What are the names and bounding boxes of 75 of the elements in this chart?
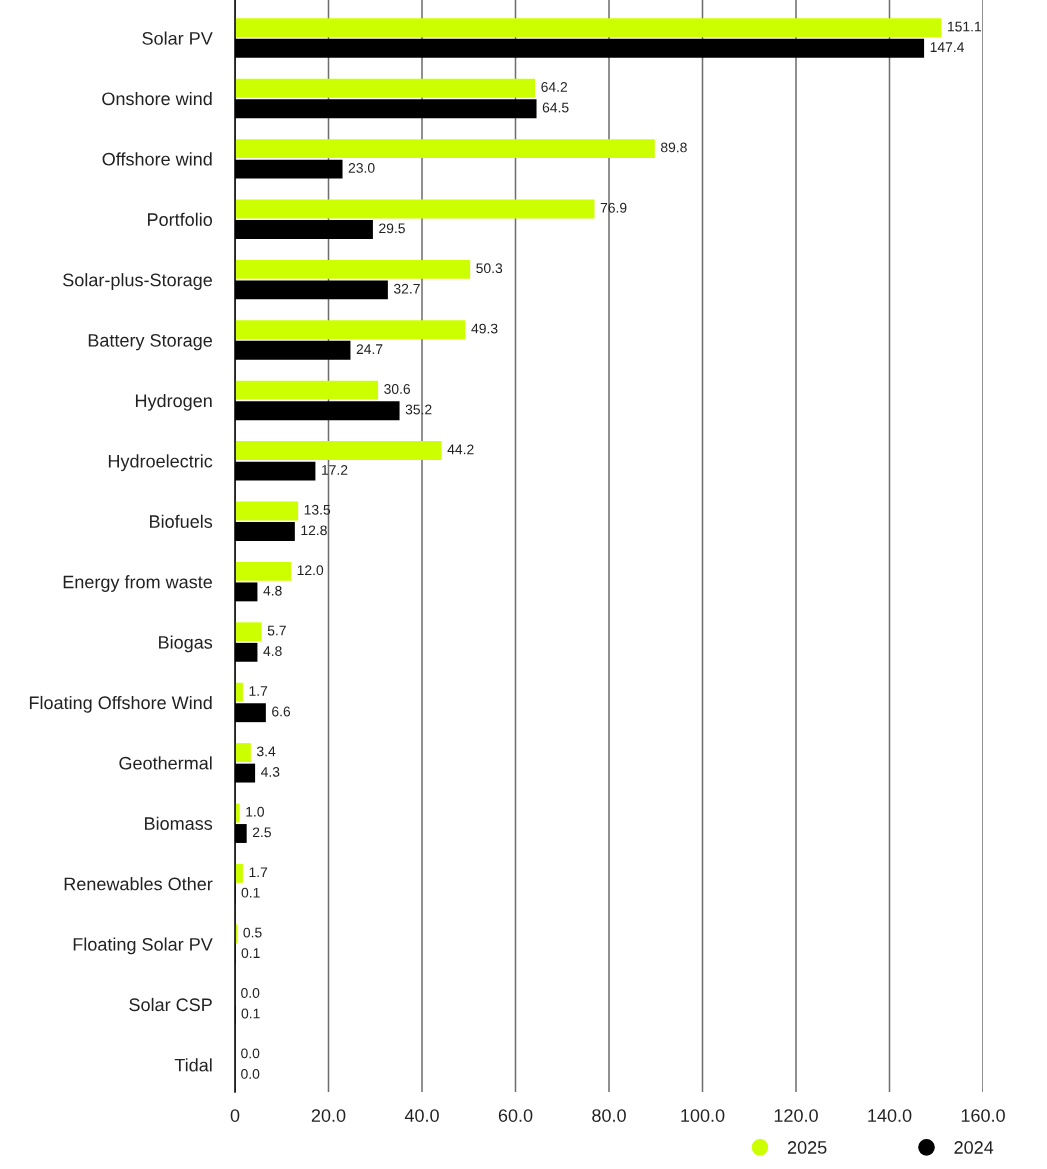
- y-tick-label: Portfolio: [148, 212, 213, 226]
- data-label: 6.6: [272, 706, 291, 717]
- data-label: 12.8: [301, 525, 327, 536]
- data-label: 64.2: [541, 82, 568, 92]
- y-tick-label: Biogas: [159, 635, 213, 653]
- x-tick-label: 140.0: [868, 1109, 912, 1122]
- y-tick-label: Onshore wind: [102, 91, 212, 106]
- x-tick-label: 60.0: [498, 1109, 533, 1122]
- bar: [235, 78, 536, 98]
- data-label: 30.6: [384, 384, 411, 394]
- y-tick-label: Hydrogen: [135, 393, 212, 411]
- data-label: 151.1: [948, 21, 982, 32]
- x-tick-label: 160.0: [961, 1109, 1005, 1122]
- legend-label: 2024: [954, 1141, 994, 1154]
- y-tick-label: Solar PV: [142, 31, 213, 45]
- y-tick-label: Renewables Other: [64, 877, 213, 891]
- data-label: 64.5: [542, 102, 569, 113]
- data-label: 32.7: [393, 283, 420, 294]
- legend-label: 2025: [787, 1141, 827, 1154]
- y-tick-label: Biomass: [145, 816, 213, 830]
- y-tick-label: Solar-plus-Storage: [63, 273, 212, 290]
- data-label: 89.8: [660, 142, 687, 153]
- data-label: 1.7: [249, 867, 268, 877]
- x-tick-label: 0: [230, 1109, 240, 1122]
- data-label: 3.4: [256, 746, 276, 757]
- y-tick-label: Solar CSP: [129, 997, 212, 1012]
- bar: [235, 441, 442, 461]
- data-label: 0.0: [241, 1048, 260, 1059]
- data-label: 1.0: [246, 806, 264, 817]
- y-tick-label: Floating Solar PV: [73, 937, 213, 955]
- data-label: 0.1: [241, 887, 260, 898]
- data-label: 24.7: [356, 344, 383, 354]
- data-label: 12.0: [297, 565, 324, 576]
- bar: [235, 743, 251, 763]
- y-tick-label: Biofuels: [150, 514, 213, 528]
- x-tick-label: 40.0: [404, 1109, 439, 1122]
- data-label: 0.1: [241, 948, 260, 959]
- data-label: 23.0: [348, 163, 375, 173]
- y-tick-label: Offshore wind: [102, 152, 212, 166]
- x-tick-label: 80.0: [592, 1109, 626, 1122]
- data-label: 29.5: [379, 223, 405, 234]
- x-tick-label: 100.0: [681, 1109, 725, 1122]
- y-tick-label: Tidal: [174, 1058, 212, 1072]
- bar: [235, 622, 262, 642]
- data-label: 49.3: [471, 323, 498, 334]
- bar: [235, 139, 655, 159]
- data-label: 0.1: [241, 1008, 260, 1019]
- bar: [235, 199, 595, 219]
- data-label: 76.9: [600, 202, 627, 213]
- data-label: 4.8: [263, 646, 282, 657]
- data-label: 50.3: [476, 263, 503, 274]
- data-label: 35.2: [405, 404, 432, 415]
- data-label: 0.0: [241, 1068, 260, 1079]
- data-label: 0.0: [241, 988, 260, 998]
- data-label: 2.5: [252, 827, 271, 838]
- bar: [235, 501, 299, 521]
- data-label: 4.3: [260, 766, 280, 777]
- data-label: 44.2: [447, 444, 474, 455]
- x-tick-label: 120.0: [774, 1109, 818, 1122]
- data-label: 1.7: [249, 686, 268, 696]
- data-label: 5.7: [267, 625, 286, 636]
- bar: [235, 320, 466, 340]
- y-tick-label: Battery Storage: [88, 333, 212, 351]
- bar: [235, 259, 471, 279]
- x-tick-label: 20.0: [311, 1109, 346, 1122]
- y-tick-label: Geothermal: [119, 756, 212, 770]
- data-label: 0.5: [243, 927, 262, 938]
- data-label: 147.4: [930, 42, 964, 52]
- bar: [235, 380, 379, 400]
- bar: [235, 561, 292, 581]
- bar: [235, 18, 942, 38]
- y-tick-label: Floating Offshore Wind: [29, 695, 212, 713]
- y-tick-label: Energy from waste: [63, 575, 212, 592]
- data-label: 4.8: [263, 585, 282, 596]
- y-tick-label: Hydroelectric: [108, 454, 213, 472]
